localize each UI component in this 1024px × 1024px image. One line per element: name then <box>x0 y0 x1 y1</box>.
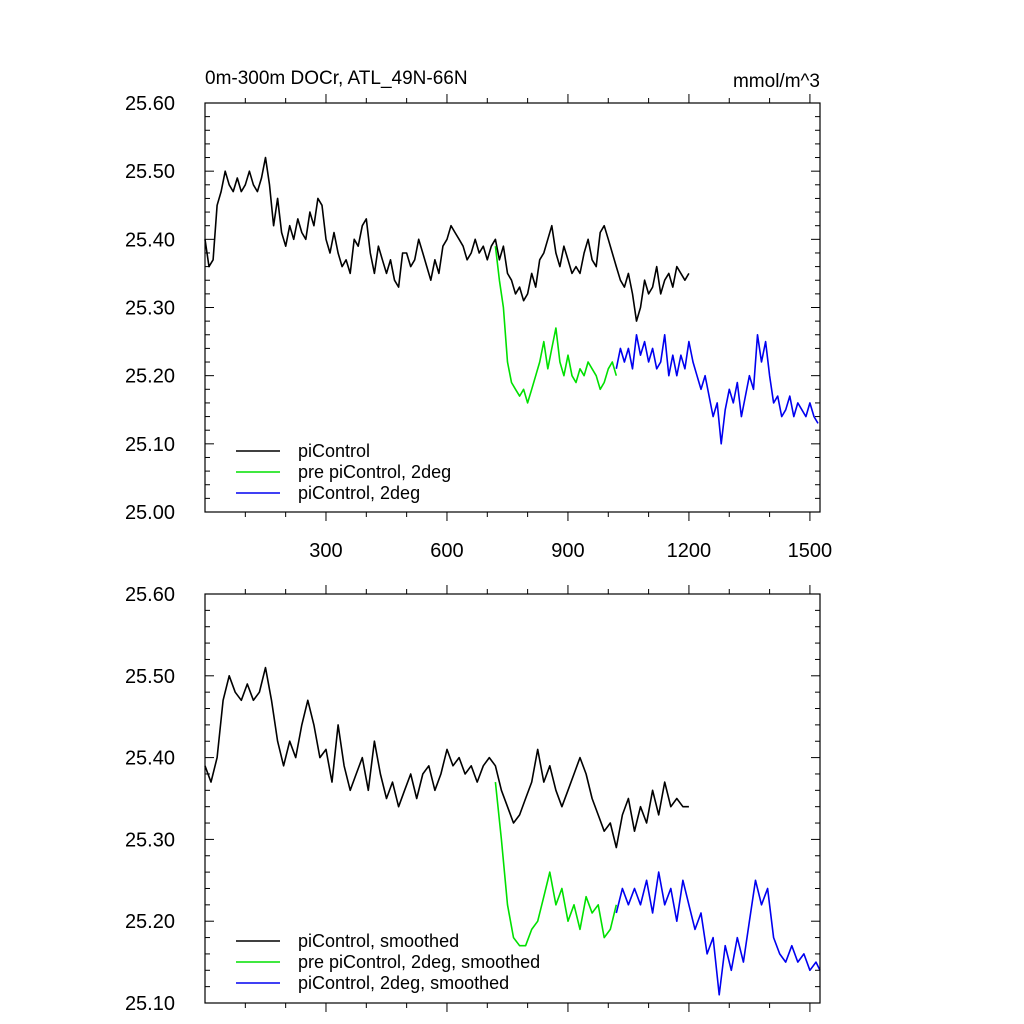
series-line-1 <box>204 666 689 849</box>
units-label: mmol/m^3 <box>733 71 820 92</box>
series-line-2 <box>494 782 618 947</box>
plot-title: 0m-300m DOCr, ATL_49N-66N <box>205 68 468 89</box>
x-tick-label: 1500 <box>788 540 833 562</box>
y-tick-label: 25.60 <box>125 584 175 606</box>
y-tick-label: 25.40 <box>125 229 175 251</box>
legend-label-3: piControl, 2deg, smoothed <box>298 973 509 993</box>
legend-label-2: pre piControl, 2deg, smoothed <box>298 952 540 972</box>
x-tick-label: 300 <box>309 540 342 562</box>
y-tick-label: 25.50 <box>125 666 175 688</box>
legend-label-2: pre piControl, 2deg <box>298 462 451 482</box>
y-tick-label: 25.60 <box>125 93 175 115</box>
y-tick-label: 25.30 <box>125 298 175 320</box>
x-tick-label: 1200 <box>667 540 712 562</box>
bottom-panel: 25.10 25.20 25.30 25.40 25.50 25.60 piControl,… <box>125 584 821 1015</box>
y-tick-label: 25.50 <box>125 161 175 183</box>
y-tick-label: 25.40 <box>125 748 175 770</box>
series-line-3 <box>615 871 821 996</box>
y-tick-label: 25.00 <box>125 502 175 524</box>
legend-label-3: piControl, 2deg <box>298 483 420 503</box>
y-tick-label: 25.20 <box>125 911 175 933</box>
series-line-3 <box>615 333 819 445</box>
x-tick-label: 900 <box>551 540 584 562</box>
plot-frame <box>204 593 821 1004</box>
series-line-2 <box>494 246 618 404</box>
legend-label-1: piControl, smoothed <box>298 931 459 951</box>
y-tick-label: 25.10 <box>125 993 175 1015</box>
series-line-1 <box>204 156 690 322</box>
x-tick-label: 600 <box>430 540 463 562</box>
y-tick-label: 25.20 <box>125 366 175 388</box>
y-tick-label: 25.10 <box>125 434 175 456</box>
top-panel: 25.00 25.10 25.20 25.30 25.40 25.50 25.60 300 60… <box>125 93 832 562</box>
legend-label-1: piControl <box>298 441 370 461</box>
y-tick-label: 25.30 <box>125 829 175 851</box>
